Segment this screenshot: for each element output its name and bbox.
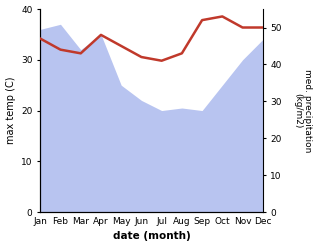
Y-axis label: max temp (C): max temp (C) (5, 77, 16, 144)
X-axis label: date (month): date (month) (113, 231, 190, 242)
Y-axis label: med. precipitation
(kg/m2): med. precipitation (kg/m2) (293, 69, 313, 152)
